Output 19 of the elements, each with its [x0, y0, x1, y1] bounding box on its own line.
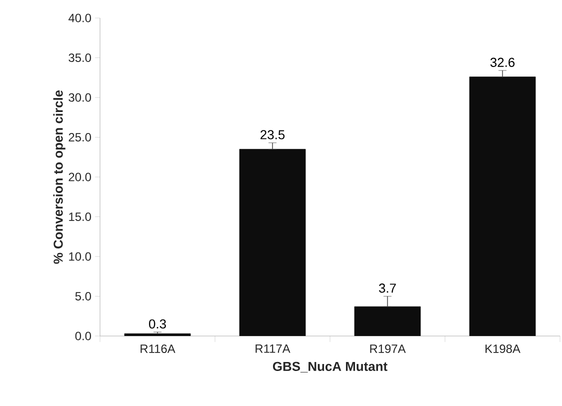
data-label: 3.7: [379, 284, 396, 293]
data-label: 0.3: [149, 319, 166, 329]
x-tick-label: K198A: [486, 344, 520, 353]
x-tick-label: R117A: [256, 344, 290, 353]
y-tick-label: 25.0: [68, 133, 92, 142]
x-axis-title: GBS_NucA Mutant: [272, 362, 388, 372]
y-axis-title: % Conversion to open circle: [53, 90, 66, 264]
data-label: 23.5: [260, 130, 285, 140]
y-tick-label: 0.0: [75, 332, 92, 340]
data-label: 32.6: [490, 58, 515, 67]
y-tick-label: 20.0: [68, 172, 92, 182]
y-tick-label: 10.0: [69, 252, 92, 261]
x-tick-label: R116A: [140, 344, 176, 353]
y-tick-label: 40.0: [68, 14, 92, 22]
x-tick-label: R197A: [370, 344, 406, 353]
y-tick-label: 35.0: [68, 54, 92, 62]
y-tick-label: 15.0: [69, 212, 92, 221]
y-tick-label: 5.0: [75, 292, 92, 300]
y-tick-label: 30.0: [68, 93, 92, 102]
